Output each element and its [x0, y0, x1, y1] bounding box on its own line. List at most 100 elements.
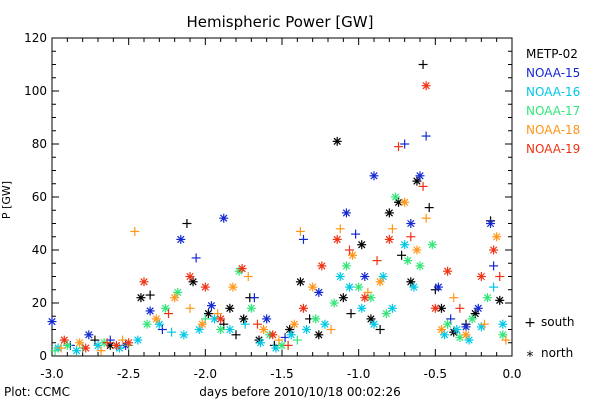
north-star-point — [461, 322, 471, 332]
north-star-point — [139, 277, 149, 287]
north-star-point — [302, 325, 312, 334]
north-star-point — [216, 325, 226, 334]
north-star-point — [179, 330, 189, 340]
north-star-point — [338, 293, 348, 303]
north-star-point — [443, 266, 453, 276]
north-star-point — [406, 219, 416, 228]
north-star-point — [421, 81, 431, 91]
north-star-point — [354, 282, 364, 292]
marker-key-south: + south — [524, 315, 574, 331]
north-star-point — [237, 264, 247, 274]
south-plus-point — [326, 325, 336, 334]
south-plus-point — [182, 219, 192, 228]
north-star-point — [436, 325, 446, 334]
north-marker-label: north — [541, 346, 573, 360]
north-star-point — [332, 234, 342, 244]
north-star-point — [246, 303, 256, 313]
south-plus-point — [418, 181, 428, 191]
north-star-point — [403, 256, 413, 266]
south-plus-point — [335, 224, 345, 234]
south-plus-point — [185, 303, 195, 313]
legend-entry: NOAA-19 — [526, 142, 580, 156]
north-star-point — [381, 309, 391, 319]
north-star-point — [486, 219, 496, 228]
legend-entry: NOAA-15 — [526, 66, 580, 80]
north-star-point — [295, 277, 305, 287]
south-plus-point — [130, 226, 140, 236]
north-star-point — [111, 340, 121, 350]
north-star-point — [225, 325, 235, 334]
south-plus-point — [96, 346, 106, 356]
north-star-point — [124, 338, 134, 348]
north-star-point — [369, 171, 379, 181]
south-plus-point — [243, 272, 253, 281]
y-tick-label: 40 — [32, 243, 47, 257]
north-star-point — [384, 208, 394, 218]
y-tick-label: 100 — [24, 84, 47, 98]
y-tick-label: 0 — [39, 349, 47, 363]
south-plus-point — [50, 346, 60, 356]
south-plus-point — [295, 226, 305, 236]
y-tick-label: 60 — [32, 190, 47, 204]
north-marker-symbol: * — [527, 349, 534, 365]
north-star-point — [430, 303, 440, 313]
south-plus-point — [424, 203, 434, 213]
north-star-point — [314, 287, 324, 297]
north-star-point — [200, 282, 210, 292]
north-star-point — [360, 272, 370, 281]
south-marker-label: south — [541, 315, 575, 329]
north-star-point — [314, 330, 324, 340]
north-star-point — [289, 319, 299, 329]
legend-entry: NOAA-18 — [526, 123, 580, 137]
south-plus-point — [421, 213, 431, 223]
south-plus-point — [346, 309, 356, 319]
south-plus-point — [283, 340, 293, 350]
south-plus-point — [489, 282, 499, 292]
north-star-point — [268, 330, 278, 340]
north-star-point — [84, 330, 94, 340]
north-star-point — [492, 232, 502, 242]
north-star-point — [390, 192, 400, 202]
south-plus-point — [292, 335, 302, 345]
north-star-point — [433, 282, 443, 292]
north-star-point — [256, 338, 266, 348]
north-star-point — [47, 317, 57, 327]
north-star-point — [219, 213, 229, 223]
north-star-point — [329, 298, 339, 308]
south-plus-point — [191, 253, 201, 263]
north-star-point — [335, 272, 345, 281]
y-tick-label: 80 — [32, 137, 47, 151]
south-plus-point — [298, 234, 308, 244]
south-plus-point — [145, 290, 155, 300]
north-star-point — [461, 330, 471, 340]
south-plus-point — [400, 139, 410, 149]
north-star-point — [262, 314, 272, 324]
north-star-point — [409, 282, 419, 292]
south-plus-point — [167, 327, 177, 337]
y-axis-ticks: 0 20 40 60 80 100 120 — [24, 31, 512, 363]
legend-entry: METP-02 — [526, 47, 578, 61]
legend-entry: NOAA-17 — [526, 104, 580, 118]
south-plus-point — [449, 293, 459, 303]
north-star-point — [369, 319, 379, 329]
south-plus-point — [164, 309, 174, 319]
north-star-point — [216, 314, 226, 324]
south-plus-point — [394, 142, 404, 152]
north-star-point — [348, 250, 358, 260]
south-plus-point — [455, 303, 465, 313]
north-star-point — [298, 303, 308, 313]
north-star-point — [151, 314, 161, 324]
y-axis-label: P [GW] — [0, 181, 13, 219]
south-plus-point — [274, 335, 284, 345]
north-star-point — [176, 234, 186, 244]
north-star-point — [412, 245, 422, 255]
north-star-point — [344, 282, 354, 292]
x-axis-label: days before 2010/10/18 00:02:26 — [199, 385, 400, 399]
x-tick-label: -2.0 — [194, 367, 217, 381]
north-star-point — [341, 261, 351, 271]
north-star-point — [443, 319, 453, 329]
north-star-point — [467, 314, 477, 324]
north-star-point — [482, 293, 492, 303]
x-tick-label: -1.0 — [347, 367, 370, 381]
south-plus-point — [344, 245, 354, 255]
